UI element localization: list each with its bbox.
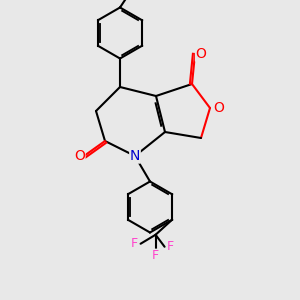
- Text: N: N: [130, 149, 140, 163]
- Text: F: F: [152, 249, 159, 262]
- Text: O: O: [214, 101, 224, 115]
- Text: O: O: [196, 47, 206, 61]
- Text: F: F: [131, 237, 138, 250]
- Text: O: O: [74, 149, 85, 163]
- Text: F: F: [167, 240, 174, 253]
